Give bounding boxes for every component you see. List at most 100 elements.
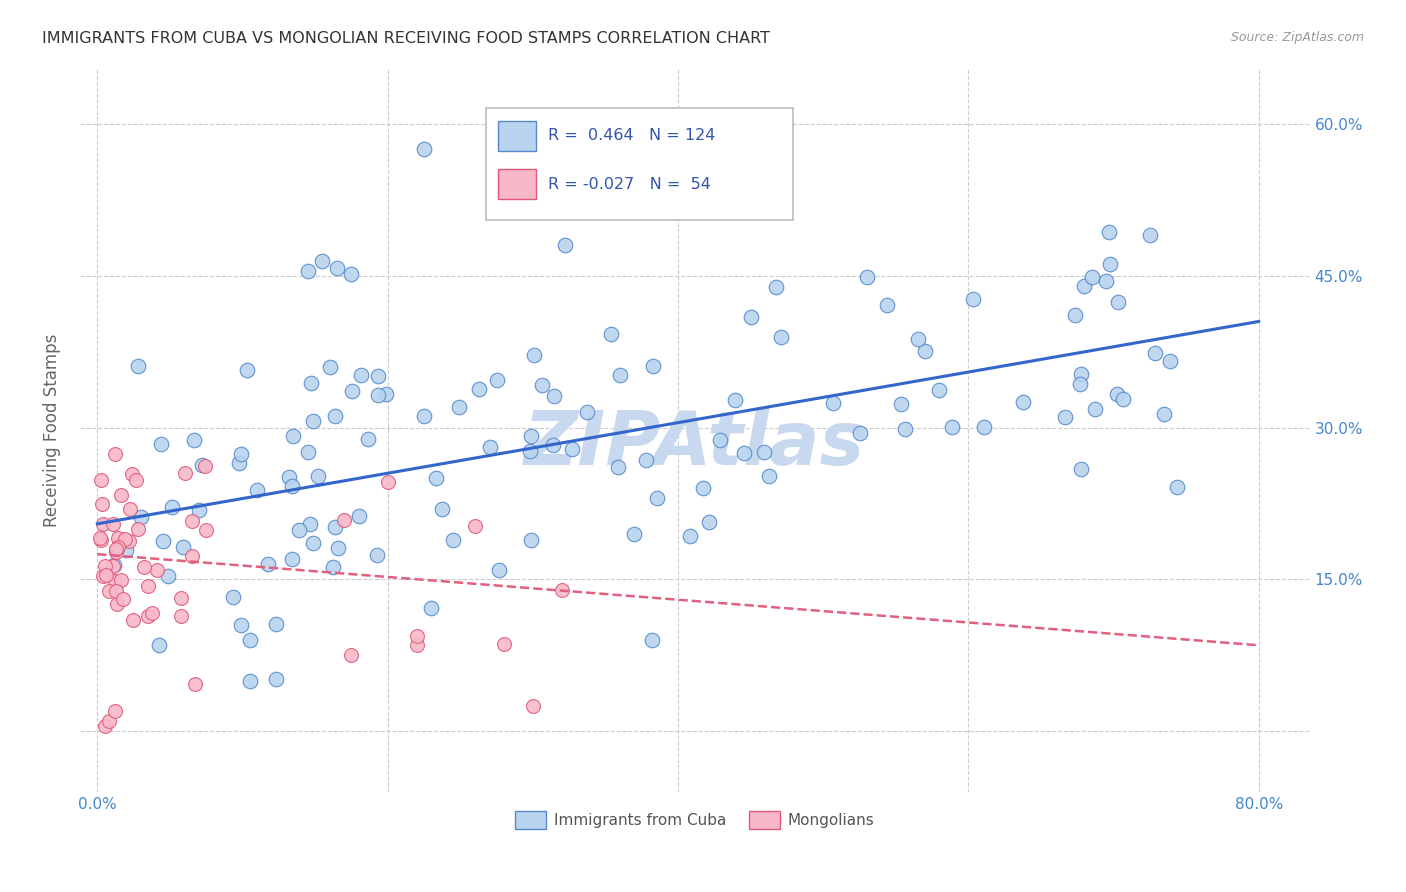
Point (709, 433, 731, 447)
Point (425, 471, 447, 485)
Point (340, 648, 363, 663)
Point (120, 501, 142, 516)
Point (488, 563, 510, 577)
Point (104, 574, 127, 588)
Point (606, 460, 628, 475)
Point (115, 542, 138, 557)
Point (1070, 462, 1092, 476)
Point (195, 524, 218, 538)
Point (333, 513, 356, 527)
Point (323, 519, 346, 533)
Point (1159, 354, 1181, 368)
Point (297, 264, 319, 278)
Point (110, 487, 132, 501)
Point (172, 541, 194, 555)
Point (478, 440, 501, 454)
Legend: Immigrants from Cuba, Mongolians: Immigrants from Cuba, Mongolians (509, 805, 880, 835)
Point (127, 522, 149, 536)
Point (236, 363, 259, 377)
Point (1073, 279, 1095, 293)
Point (894, 422, 917, 436)
Point (551, 583, 574, 598)
Point (523, 348, 546, 362)
Point (297, 444, 319, 458)
Point (420, 601, 443, 615)
Point (821, 396, 844, 410)
Point (89, 532, 111, 546)
Point (890, 397, 912, 411)
Point (357, 432, 380, 446)
Point (1143, 346, 1166, 360)
Point (125, 473, 148, 487)
Point (405, 629, 427, 643)
Point (326, 541, 349, 555)
Point (118, 534, 141, 549)
Point (599, 326, 621, 341)
Point (190, 458, 212, 472)
Point (112, 592, 135, 607)
Point (543, 389, 565, 403)
Point (907, 332, 929, 346)
Point (1166, 480, 1188, 494)
Point (181, 514, 204, 528)
Point (96, 568, 118, 582)
Point (281, 428, 304, 442)
Point (634, 452, 657, 467)
Point (609, 368, 631, 382)
Point (90, 473, 112, 487)
Point (107, 532, 129, 546)
Point (90, 497, 112, 511)
Point (692, 481, 714, 495)
Point (188, 502, 211, 516)
Point (522, 698, 544, 713)
Point (561, 442, 583, 456)
Point (246, 483, 269, 498)
Point (266, 617, 288, 632)
Text: R = -0.027   N =  54: R = -0.027 N = 54 (548, 177, 711, 192)
Point (366, 549, 388, 563)
Point (350, 368, 373, 382)
Point (849, 425, 872, 440)
Point (239, 673, 262, 688)
Point (104, 704, 127, 718)
Point (1105, 387, 1128, 401)
Point (1053, 410, 1076, 425)
Point (105, 597, 128, 611)
Point (375, 387, 398, 401)
Point (1153, 407, 1175, 421)
Point (281, 479, 304, 493)
Point (576, 405, 599, 419)
Point (623, 527, 645, 541)
Point (342, 384, 364, 399)
Point (307, 469, 329, 483)
Point (1069, 377, 1091, 392)
Point (876, 298, 898, 312)
Point (769, 329, 792, 343)
Point (962, 292, 984, 306)
Point (136, 609, 159, 624)
Point (170, 608, 193, 623)
Point (114, 532, 136, 546)
Point (1139, 228, 1161, 243)
Point (1095, 274, 1118, 288)
Point (733, 446, 755, 460)
Point (278, 469, 301, 483)
Point (520, 533, 543, 547)
Point (377, 475, 399, 489)
Point (928, 383, 950, 397)
Point (519, 443, 541, 458)
Point (136, 579, 159, 593)
Point (643, 359, 665, 373)
Point (1112, 392, 1135, 407)
Point (367, 388, 389, 402)
Point (97, 714, 120, 728)
Point (93, 719, 115, 733)
Point (1070, 368, 1092, 382)
Point (441, 533, 464, 548)
Point (405, 638, 427, 652)
Point (758, 469, 780, 483)
Point (447, 400, 470, 414)
Point (281, 552, 304, 566)
Point (1098, 225, 1121, 239)
Point (530, 377, 553, 392)
